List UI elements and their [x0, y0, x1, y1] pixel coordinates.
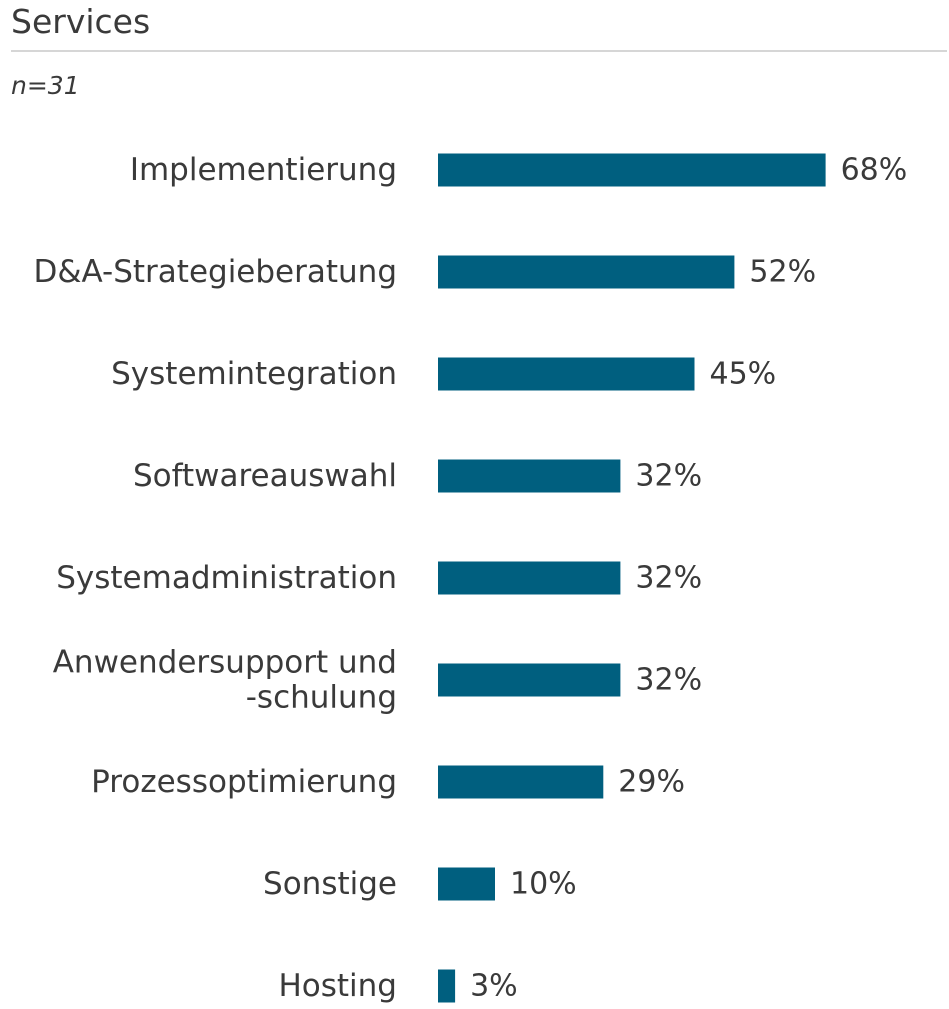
value-label-3: 32% — [635, 459, 702, 494]
value-label-2: 45% — [710, 357, 777, 392]
bar-5 — [438, 663, 621, 697]
value-label-0: 68% — [841, 153, 908, 188]
value-label-6: 29% — [618, 765, 685, 800]
bar-4 — [438, 561, 621, 595]
category-label-8-line-0: Hosting — [278, 968, 397, 1004]
category-label-0-line-0: Implementierung — [130, 152, 397, 188]
value-label-8: 3% — [470, 969, 518, 1004]
value-label-1: 52% — [749, 255, 816, 290]
chart-title: Services — [11, 2, 151, 41]
bar-8 — [438, 969, 456, 1003]
bar-1 — [438, 255, 735, 289]
category-label-2: Systemintegration — [111, 356, 397, 392]
category-label-1-line-0: D&A-Strategieberatung — [33, 254, 397, 290]
category-label-5-line-1: -schulung — [246, 680, 397, 716]
bar-0 — [438, 153, 826, 187]
category-label-5: Anwendersupport und -schulung — [53, 645, 397, 716]
category-label-4: Systemadministration — [56, 560, 397, 596]
bar-6 — [438, 765, 604, 799]
bar-3 — [438, 459, 621, 493]
category-label-4-line-0: Systemadministration — [56, 560, 397, 596]
category-label-7-line-0: Sonstige — [263, 866, 397, 902]
bar-7 — [438, 867, 495, 901]
category-label-6-line-0: Prozessoptimierung — [91, 764, 397, 800]
category-label-0: Implementierung — [130, 152, 397, 188]
category-label-8: Hosting — [278, 968, 397, 1004]
value-label-4: 32% — [635, 561, 702, 596]
category-label-6: Prozessoptimierung — [91, 764, 397, 800]
title-divider — [11, 50, 947, 52]
chart-subtitle: n=31 — [11, 71, 80, 100]
category-label-1: D&A-Strategieberatung — [33, 254, 397, 290]
category-label-3-line-0: Softwareauswahl — [133, 458, 397, 494]
category-label-3: Softwareauswahl — [133, 458, 397, 494]
bars-group: 68% Implementierung 52% D&A-Strategieberatu… — [33, 152, 907, 1004]
category-label-7: Sonstige — [263, 866, 397, 902]
value-label-5: 32% — [635, 663, 702, 698]
category-label-2-line-0: Systemintegration — [111, 356, 397, 392]
bar-2 — [438, 357, 695, 391]
category-label-5-line-0: Anwendersupport und — [53, 645, 397, 681]
value-label-7: 10% — [510, 867, 577, 902]
